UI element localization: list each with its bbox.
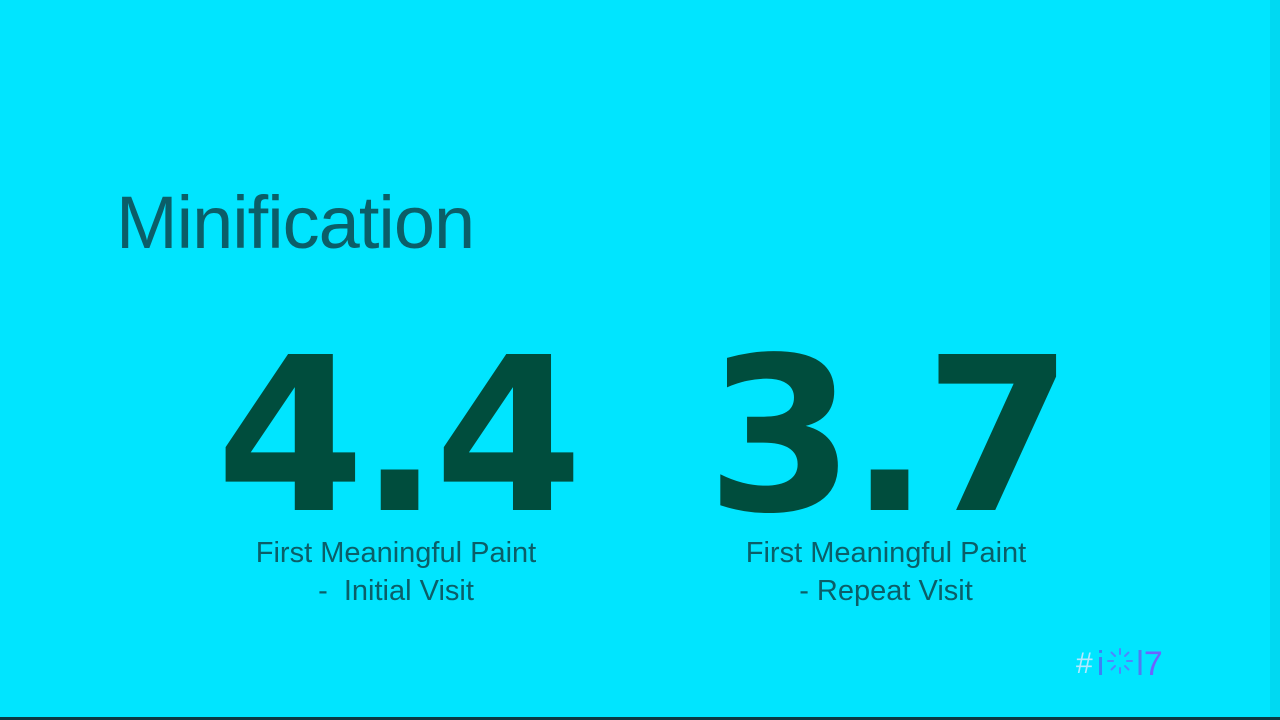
metric-label-line: - Repeat Visit — [799, 575, 973, 607]
logo-o-sunburst-icon — [1106, 647, 1134, 681]
slide-bottom-edge — [0, 717, 1280, 720]
metric-value: 4.4 — [216, 312, 583, 561]
metric-label-line: First Meaningful Paint — [745, 537, 1027, 569]
slide-right-edge — [1270, 0, 1280, 720]
logo-hash: # — [1076, 647, 1093, 680]
metric-initial-visit: 4.4 First Meaningful Paint - Initial Vis… — [216, 312, 583, 608]
io17-logo: # i l 7 — [1076, 644, 1163, 684]
logo-i: i — [1096, 645, 1105, 683]
metric-repeat-visit: 3.7 First Meaningful Paint - Repeat Visi… — [706, 312, 1073, 608]
metric-label: First Meaningful Paint - Repeat Visit — [706, 534, 1066, 610]
slide-title: Minification — [116, 181, 475, 264]
logo-seven: 7 — [1143, 645, 1163, 683]
metric-label-line: - Initial Visit — [318, 575, 474, 607]
logo-one: l — [1136, 645, 1144, 683]
metric-value: 3.7 — [706, 312, 1073, 561]
metric-label: First Meaningful Paint - Initial Visit — [216, 534, 576, 610]
metric-label-line: First Meaningful Paint — [255, 537, 537, 569]
